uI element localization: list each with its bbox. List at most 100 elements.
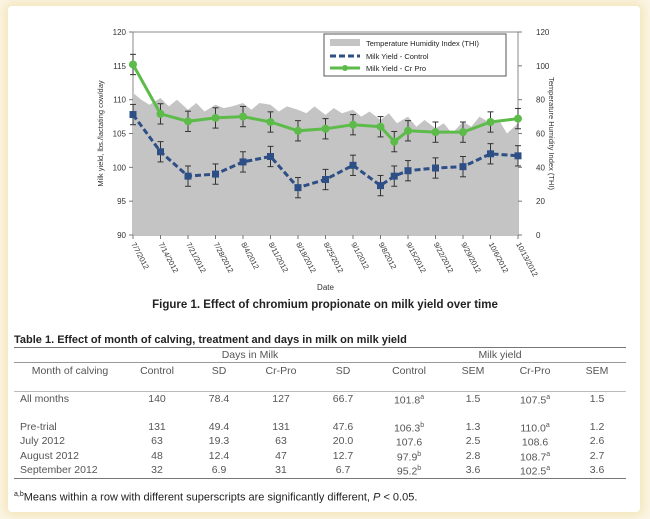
- table-row: July 2012 63 19.3 63 20.0 107.6 2.5 108.…: [14, 434, 626, 449]
- data-point-crpro: [404, 126, 412, 135]
- table-cell: 108.7a: [519, 450, 551, 464]
- table-row: Pre-trial 131 49.4 131 47.6 106.3b 1.3 1…: [14, 420, 626, 435]
- table-cell: 106.3b: [393, 421, 425, 435]
- table-cell: 32: [126, 463, 188, 479]
- table-cell: 63: [151, 435, 163, 448]
- x-tick-label: 7/14/2012: [157, 241, 181, 275]
- legend-label-control: Milk Yield - Control: [366, 52, 429, 61]
- data-point-crpro: [156, 109, 165, 118]
- y-tick-label: 90: [117, 231, 126, 240]
- table-cell: 1.2: [589, 420, 605, 433]
- table-cell: 49.4: [208, 420, 230, 433]
- table-cell: 131: [148, 420, 166, 433]
- table-cell: 48: [151, 449, 163, 462]
- column-header: SEM: [461, 365, 485, 377]
- data-point-crpro: [486, 117, 495, 126]
- table-cell: 107.6: [395, 436, 423, 449]
- column-header: SEM: [585, 365, 609, 377]
- table-cell: 12.7: [332, 449, 354, 462]
- table-row: August 2012 48 12.4 47 12.7 97.9b 2.8 10…: [14, 449, 626, 464]
- table-cell: 131: [272, 420, 290, 433]
- data-point-crpro: [321, 124, 330, 133]
- table-group-header-row: Days in Milk Milk yield: [14, 347, 627, 363]
- data-point-control: [377, 182, 384, 190]
- x-tick-label: 8/18/2012: [294, 241, 318, 275]
- x-tick-label: 7/21/2012: [184, 241, 208, 275]
- table-cell: 140: [148, 393, 166, 406]
- data-point-control: [184, 172, 192, 180]
- table-cell: 6.7: [312, 463, 375, 479]
- x-tick-label: 9/29/2012: [459, 241, 483, 275]
- y2-tick-label: 120: [536, 28, 550, 37]
- row-label: Pre-trial: [20, 420, 57, 433]
- table-cell: 1.3: [465, 420, 481, 433]
- data-point-crpro: [184, 117, 192, 126]
- data-point-crpro: [211, 113, 220, 122]
- data-point-crpro: [390, 137, 399, 146]
- table-cell: 63: [275, 435, 287, 448]
- row-label: August 2012: [20, 449, 79, 462]
- data-point-crpro: [266, 117, 275, 126]
- column-header: Cr-Pro: [519, 365, 551, 377]
- table-cell: 12.4: [208, 449, 230, 462]
- legend-marker-crpro: [342, 65, 348, 71]
- x-tick-label: 10/13/2012: [514, 241, 540, 278]
- data-point-control: [432, 164, 439, 172]
- y2-tick-label: 80: [536, 96, 545, 105]
- table-cell: 66.7: [332, 393, 354, 406]
- thi-area: [133, 92, 518, 236]
- table-cell: 1.5: [589, 393, 605, 406]
- table-row: All months 140 78.4 127 66.7 101.8a 1.5 …: [14, 392, 626, 407]
- row-label: July 2012: [20, 435, 65, 448]
- line-chart: 90 95 100 105 110 115 120 0 20 40 60 80 100 120 7/7/20…: [96, 28, 556, 292]
- data-point-crpro: [514, 114, 522, 123]
- table-cell: 3.6: [444, 463, 503, 479]
- table-column-header-row: Month of calving Control SD Cr-Pro SD Co…: [14, 363, 627, 392]
- y2-tick-label: 100: [536, 62, 550, 71]
- table-cell: 1.5: [465, 393, 481, 406]
- table-cell: 101.8a: [393, 394, 425, 407]
- y-tick-label: 120: [113, 28, 127, 37]
- y-axis-label: Milk yield, lbs./lactating cow/day: [96, 80, 105, 187]
- data-point-control: [212, 170, 219, 178]
- data-point-control: [239, 158, 247, 166]
- y2-tick-label: 0: [536, 231, 541, 240]
- data-point-control: [390, 172, 398, 180]
- y2-tick-label: 40: [536, 163, 545, 172]
- column-header: Month of calving: [31, 365, 109, 377]
- y-tick-label: 105: [113, 130, 127, 139]
- legend-label-thi: Temperature Humidity Index (THI): [366, 39, 479, 48]
- y-tick-label: 115: [113, 62, 126, 71]
- y-tick-label: 110: [113, 96, 126, 105]
- data-point-control: [349, 161, 357, 169]
- milk-yield-table: Days in Milk Milk yield Month of calving…: [14, 347, 627, 479]
- x-tick-label: 7/7/2012: [129, 241, 151, 271]
- y-tick-label: 100: [113, 163, 127, 172]
- column-header: Control: [140, 365, 174, 377]
- column-header: Cr-Pro: [265, 365, 297, 377]
- table-cell: 3.6: [568, 463, 627, 479]
- table-cell: 19.3: [208, 435, 230, 448]
- table-title: Table 1. Effect of month of calving, tre…: [14, 334, 407, 346]
- data-point-crpro: [349, 120, 357, 129]
- row-label: September 2012: [14, 463, 126, 479]
- series-line-crpro: [131, 63, 519, 144]
- x-tick-label: 9/1/2012: [349, 241, 371, 271]
- data-point-crpro: [431, 128, 440, 137]
- column-header: Control: [392, 365, 426, 377]
- data-point-control: [267, 153, 274, 161]
- data-point-control: [404, 167, 412, 175]
- data-point-control: [294, 184, 302, 192]
- x-axis-label: Date: [317, 283, 334, 292]
- table-cell: 6.9: [188, 463, 250, 479]
- data-point-control: [514, 152, 522, 160]
- row-label: All months: [20, 393, 70, 406]
- table-row: September 2012 32 6.9 31 6.7 95.2b 3.6 1…: [14, 463, 627, 479]
- column-header: SD: [211, 365, 227, 377]
- x-tick-label: 8/25/2012: [322, 241, 346, 275]
- table-cell: 2.6: [589, 435, 605, 448]
- table-spacer-row: [14, 407, 626, 420]
- x-tick-label: 8/4/2012: [239, 241, 261, 271]
- x-tick-label: 9/22/2012: [432, 241, 456, 275]
- table-cell: 2.5: [465, 435, 481, 448]
